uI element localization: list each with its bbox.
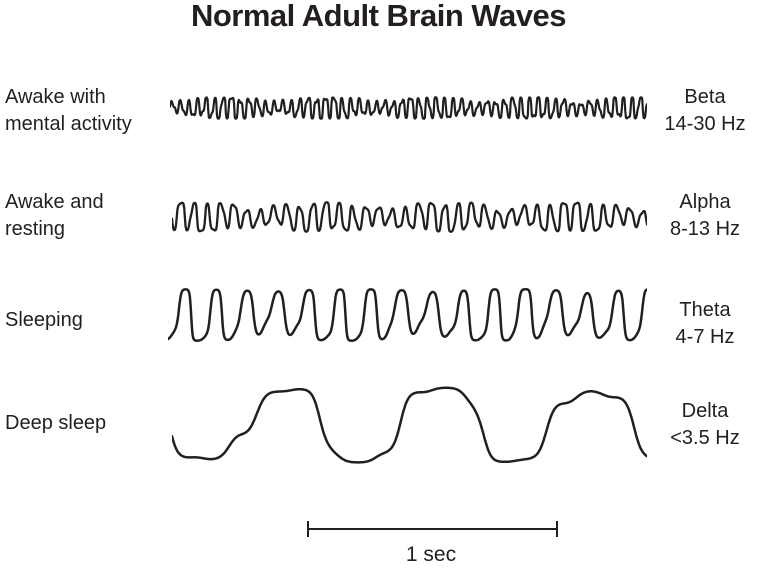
delta-wave-trace	[172, 386, 647, 464]
state-label-sleeping: Sleeping	[5, 309, 83, 331]
alpha-wave-trace	[172, 201, 647, 233]
band-label-alpha: Alpha 8-13 Hz	[655, 189, 755, 243]
state-label-awake-mental-activity: Awake with mental activity	[5, 86, 132, 135]
band-name-beta: Beta	[684, 86, 726, 108]
time-scale-label: 1 sec	[405, 543, 457, 566]
band-frequency-alpha: 8-13 Hz	[669, 218, 741, 240]
theta-wave-trace	[168, 287, 647, 342]
band-name-theta: Theta	[679, 299, 731, 321]
band-label-beta: Beta 14-30 Hz	[655, 84, 755, 138]
beta-wave-trace	[170, 96, 647, 120]
diagram-title: Normal Adult Brain Waves	[190, 0, 567, 33]
band-frequency-beta: 14-30 Hz	[664, 113, 746, 135]
band-label-theta: Theta 4-7 Hz	[655, 297, 755, 351]
state-label-awake-resting: Awake and resting	[5, 191, 104, 240]
state-label-deep-sleep: Deep sleep	[5, 412, 107, 434]
band-name-alpha: Alpha	[679, 191, 731, 213]
band-label-delta: Delta <3.5 Hz	[655, 398, 755, 452]
band-frequency-theta: 4-7 Hz	[675, 326, 735, 348]
time-scale-bar	[307, 521, 558, 537]
band-frequency-delta: <3.5 Hz	[670, 427, 740, 449]
band-name-delta: Delta	[681, 400, 729, 422]
